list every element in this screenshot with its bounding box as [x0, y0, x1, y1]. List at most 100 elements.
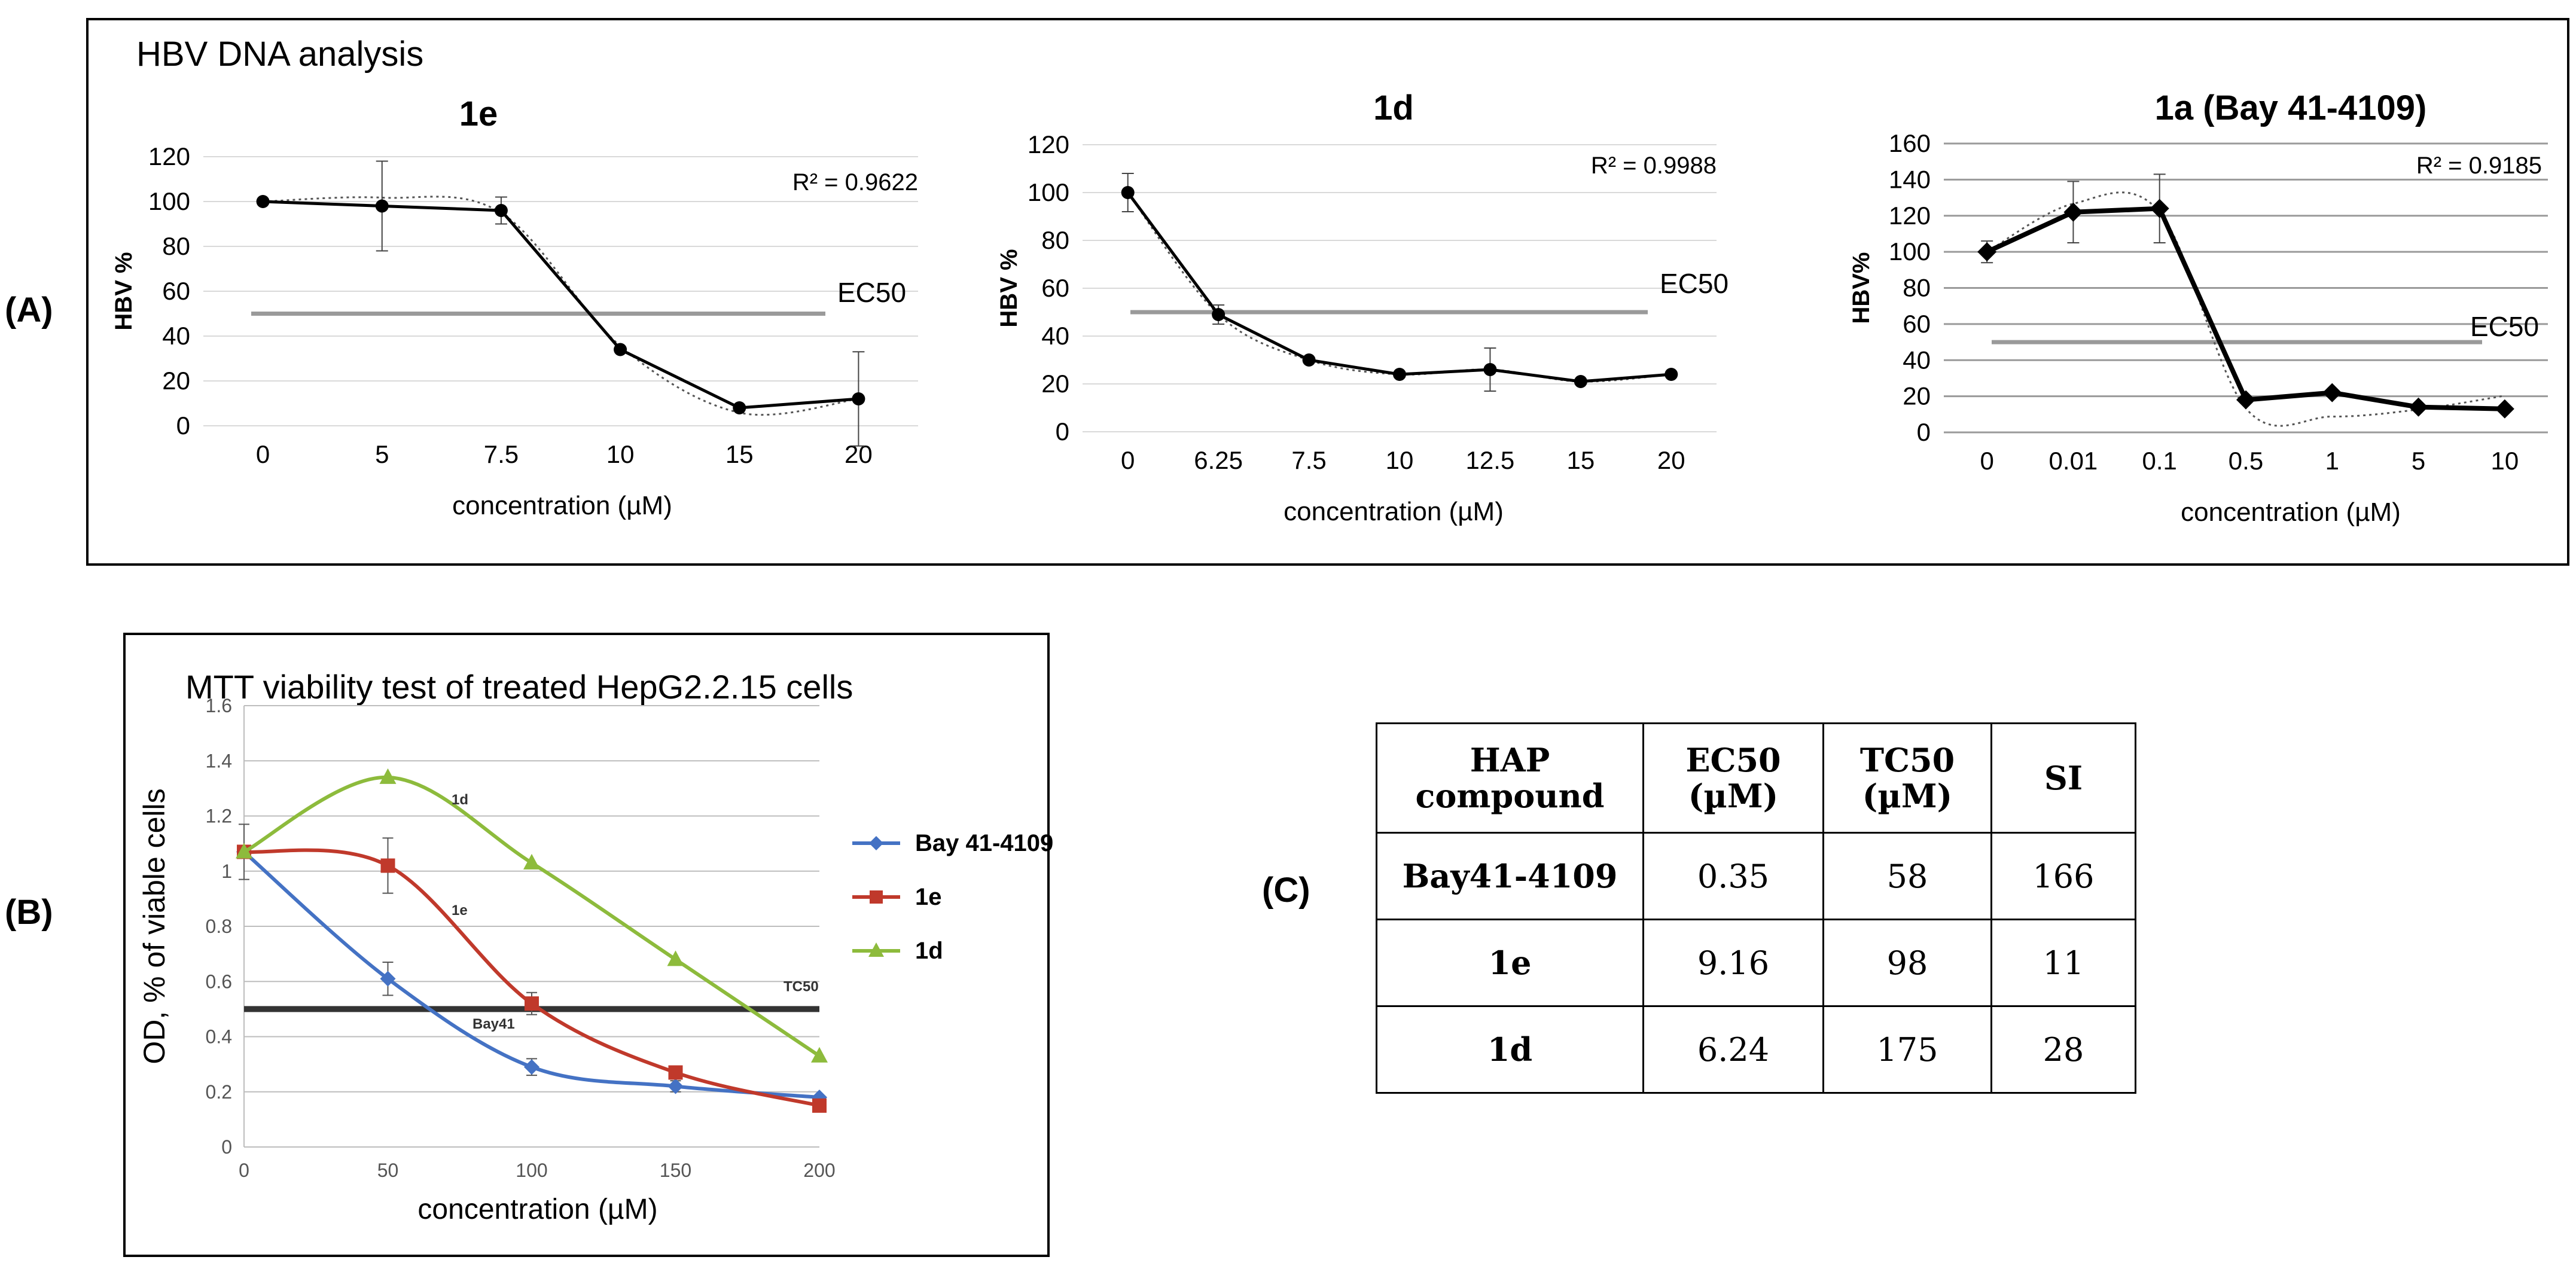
chart-title: 1a (Bay 41-4109): [2155, 89, 2427, 127]
x-axis-label: concentration (µM): [1284, 497, 1504, 526]
data-point: [1212, 308, 1225, 321]
legend-marker: [869, 836, 883, 850]
row-compound: 1d: [1376, 1005, 1644, 1094]
data-point: [2322, 383, 2342, 402]
tc50-label: TC50: [784, 978, 819, 994]
y-tick-label: 40: [1903, 346, 1931, 374]
chart-title: 1d: [1373, 89, 1414, 127]
table-row: 1d 6.24 175 28: [1376, 1005, 2136, 1094]
data-point: [256, 195, 270, 208]
header-tc50: TC50 (µM): [1822, 722, 1992, 834]
data-point: [2150, 199, 2169, 218]
table-row: 1e 9.16 98 11: [1376, 919, 2136, 1007]
y-tick-label: 120: [1028, 130, 1069, 158]
x-tick-label: 0: [1980, 447, 1993, 475]
data-point: [812, 1098, 827, 1113]
x-tick-label: 10: [1386, 446, 1414, 474]
r-squared-label: R² = 0.9988: [1591, 152, 1717, 179]
r-squared-label: R² = 0.9622: [792, 169, 918, 196]
x-tick-label: 15: [725, 440, 754, 468]
y-tick-label: 40: [1041, 322, 1069, 350]
y-axis-label: HBV %: [111, 252, 137, 330]
data-point: [668, 1065, 683, 1080]
x-tick-label: 0.5: [2229, 447, 2263, 475]
y-tick-label: 1.6: [206, 695, 232, 716]
panel-b-label: (B): [5, 893, 53, 932]
x-tick-label: 100: [516, 1160, 547, 1181]
data-point: [523, 853, 540, 870]
y-tick-label: 120: [1889, 202, 1931, 230]
chart-1a-bay: 1a (Bay 41-4109) 0 20 40 60 80 100 120 140 160 0 0.…: [1848, 89, 2548, 527]
x-tick-label: 20: [1657, 446, 1685, 474]
y-tick-label: 100: [148, 187, 190, 215]
header-hap-compound: HAP compound: [1376, 722, 1644, 834]
data-point: [2063, 202, 2083, 222]
table-header-row: HAP compound EC50 (µM) TC50 (µM) SI: [1376, 722, 2136, 834]
row-tc50: 98: [1822, 919, 1992, 1007]
row-tc50: 58: [1822, 832, 1992, 920]
data-point: [2409, 397, 2428, 417]
chart-1d: 1d 0 20 40 60 80 100 120 0 6.25 7.5 10 12.5 15 20 conce…: [996, 89, 1728, 526]
y-tick-label: 60: [162, 277, 190, 305]
chart-mtt: MTT viability test of treated HepG2.2.15…: [138, 668, 1053, 1225]
x-tick-label: 200: [803, 1160, 835, 1181]
data-point: [1483, 363, 1497, 376]
legend-label: 1d: [915, 938, 943, 964]
x-tick-label: 5: [375, 440, 389, 468]
x-tick-label: 10: [2490, 447, 2519, 475]
data-point: [524, 1059, 539, 1075]
y-tick-label: 0: [1917, 418, 1931, 446]
trendline: [1127, 192, 1672, 383]
row-compound: Bay41-4109: [1376, 832, 1644, 920]
chart-title: 1e: [459, 94, 498, 133]
y-tick-label: 1.4: [206, 750, 232, 771]
y-tick-label: 20: [1041, 370, 1069, 398]
y-tick-label: 100: [1028, 178, 1069, 206]
x-tick-label: 50: [377, 1160, 399, 1181]
row-compound: 1e: [1376, 919, 1644, 1007]
y-tick-label: 0.2: [206, 1081, 232, 1103]
data-point: [852, 392, 865, 405]
y-tick-label: 80: [1903, 274, 1931, 302]
header-ec50: EC50 (µM): [1642, 722, 1824, 834]
data-point: [1393, 368, 1406, 381]
data-point: [1574, 375, 1587, 388]
y-tick-label: 100: [1889, 237, 1931, 266]
data-point: [614, 343, 627, 356]
trendline: [263, 196, 859, 416]
ec50-label: EC50: [1660, 268, 1728, 299]
x-tick-label: 6.25: [1194, 446, 1243, 474]
legend-marker: [870, 890, 883, 904]
x-tick-label: 0.01: [2049, 447, 2098, 475]
x-tick-label: 7.5: [484, 440, 519, 468]
data-point: [236, 843, 252, 859]
y-tick-label: 80: [1041, 226, 1069, 254]
y-axis-label: HBV%: [1848, 252, 1874, 324]
data-point: [1665, 368, 1678, 381]
data-point: [379, 768, 397, 784]
y-tick-label: 80: [162, 232, 190, 260]
x-tick-label: 1: [2325, 447, 2339, 475]
y-tick-label: 140: [1889, 165, 1931, 193]
y-tick-label: 60: [1041, 274, 1069, 302]
y-tick-label: 20: [1903, 382, 1931, 410]
y-axis-label: HBV %: [996, 249, 1022, 327]
panel-a-title: HBV DNA analysis: [136, 35, 423, 74]
series-line: [263, 200, 859, 410]
header-si: SI: [1990, 722, 2136, 834]
data-point: [811, 1047, 828, 1063]
hap-table: HAP compound EC50 (µM) TC50 (µM) SI Bay4…: [1376, 722, 2136, 1094]
y-tick-label: 1: [221, 861, 232, 882]
r-squared-label: R² = 0.9185: [2416, 152, 2542, 179]
y-tick-label: 0.4: [206, 1026, 232, 1048]
y-tick-label: 0.8: [206, 916, 232, 937]
y-tick-label: 120: [148, 142, 190, 170]
series-line: [1126, 191, 1672, 383]
y-tick-label: 0: [1056, 417, 1069, 446]
ec50-label: EC50: [2470, 311, 2539, 342]
x-tick-label: 12.5: [1466, 446, 1515, 474]
panel-b-frame: [123, 633, 1050, 1257]
x-axis-label: concentration (µM): [2181, 498, 2401, 527]
